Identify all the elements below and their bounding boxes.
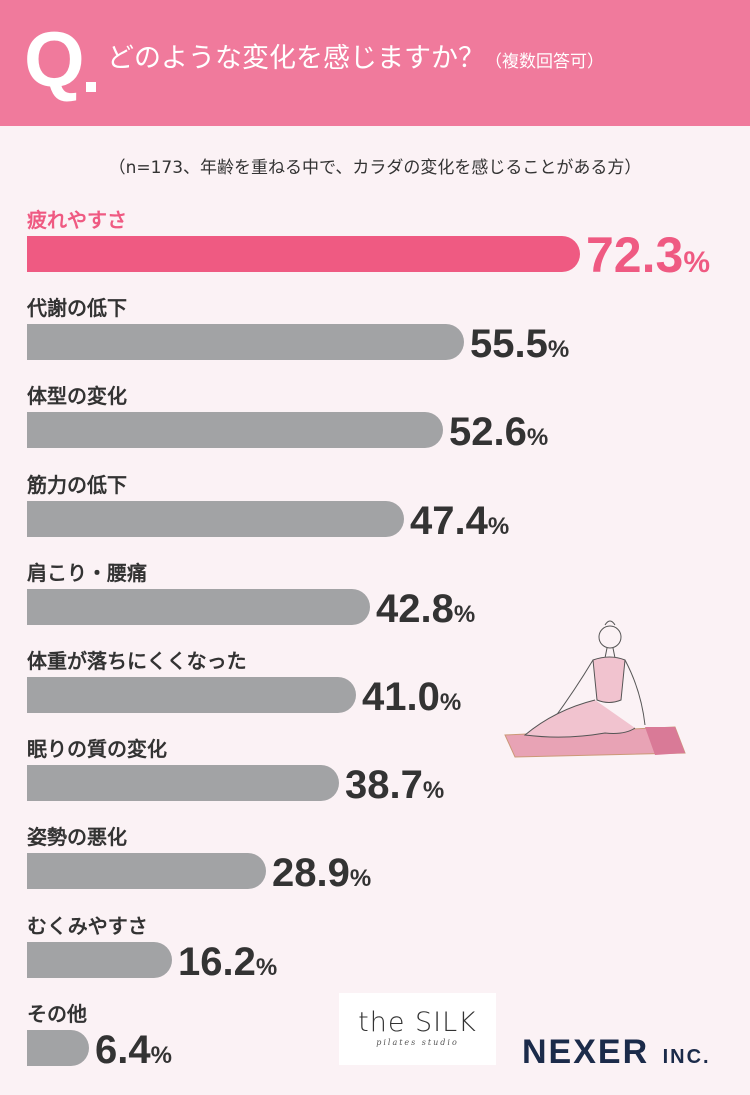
yoga-woman-illustration: [504, 620, 686, 758]
category-label: 筋力の低下: [27, 472, 127, 497]
category-label: 肩こり・腰痛: [27, 560, 147, 585]
q-dot: [86, 82, 96, 92]
nexer-logo-sub: INC.: [662, 1046, 711, 1068]
value-label: 28.9%: [272, 851, 372, 896]
the-silk-logo: the SILK pilates studio: [339, 993, 496, 1065]
category-label: 姿勢の悪化: [27, 825, 127, 850]
silk-logo-text: the SILK: [358, 1007, 477, 1038]
silk-logo-sub: pilates studio: [376, 1038, 459, 1047]
category-label: 代謝の低下: [27, 296, 127, 321]
category-label: その他: [27, 1001, 87, 1026]
nexer-logo: NEXER INC.: [522, 1033, 711, 1072]
category-label: 眠りの質の変化: [27, 737, 167, 762]
value-label: 16.2%: [178, 939, 278, 984]
bar: [27, 853, 266, 890]
value-label: 47.4%: [410, 498, 510, 543]
value-label: 72.3%: [586, 227, 711, 283]
nexer-logo-text: NEXER: [522, 1033, 650, 1071]
value-label: 52.6%: [449, 410, 549, 455]
bar: [27, 236, 580, 272]
category-label: 疲れやすさ: [27, 208, 127, 232]
value-label: 41.0%: [362, 675, 462, 719]
question-note: （複数回答可）: [485, 52, 604, 72]
category-label: 体型の変化: [27, 384, 127, 409]
bar: [27, 677, 356, 713]
value-label: 38.7%: [345, 763, 445, 808]
question-title: どのような変化を感じますか？（複数回答可）: [107, 36, 604, 75]
bar: [27, 588, 370, 625]
category-label: 体重が落ちにくくなった: [27, 649, 247, 673]
question-text: どのような変化を感じますか？: [107, 43, 485, 74]
bar: [27, 941, 172, 978]
q-mark: Q: [24, 15, 85, 103]
value-label: 55.5%: [470, 322, 570, 367]
value-label: 42.8%: [376, 586, 476, 631]
bar: [27, 412, 443, 449]
value-label: 6.4%: [95, 1027, 172, 1072]
category-label: むくみやすさ: [27, 913, 148, 938]
bar: [27, 500, 404, 537]
bar: [27, 1029, 89, 1066]
sample-note: （n=173、年齢を重ねる中で、カラダの変化を感じることがある方）: [108, 158, 642, 178]
bar: [27, 765, 339, 802]
bar: [27, 324, 464, 361]
header-banner: Q どのような変化を感じますか？（複数回答可）: [0, 0, 750, 126]
